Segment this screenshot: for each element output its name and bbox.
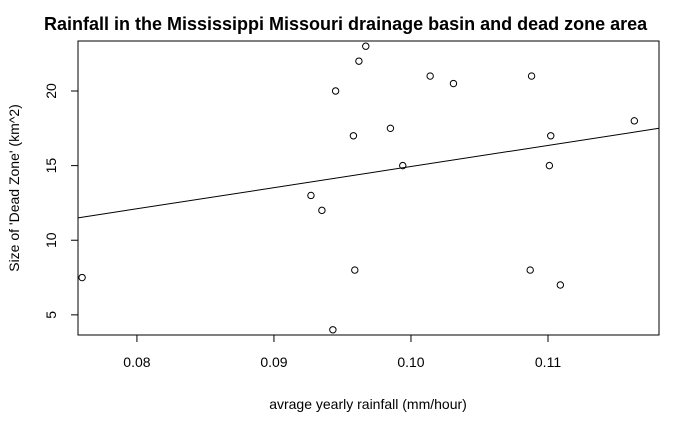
data-point xyxy=(556,281,565,289)
data-point xyxy=(547,132,555,140)
x-tick-label: 0.08 xyxy=(123,354,150,370)
data-point xyxy=(349,132,358,140)
data-point xyxy=(386,124,395,133)
x-axis: 0.08 0.09 0.10 0.11 xyxy=(123,335,561,370)
data-point xyxy=(527,72,536,80)
data-point xyxy=(545,161,554,170)
data-point xyxy=(329,326,337,334)
plot-frame xyxy=(77,40,660,336)
x-tick-label: 0.10 xyxy=(397,354,424,370)
data-point xyxy=(630,117,639,125)
data-points xyxy=(78,42,639,334)
data-point xyxy=(78,273,86,282)
data-point xyxy=(318,206,326,215)
y-axis-label: Size of 'Dead Zone' (km^2) xyxy=(6,104,22,272)
x-axis-label: avrage yearly rainfall (mm/hour) xyxy=(269,396,467,412)
y-tick-label: 15 xyxy=(43,158,59,174)
chart-title: Rainfall in the Mississippi Missouri dra… xyxy=(44,14,648,34)
y-tick-label: 10 xyxy=(43,232,59,248)
data-point xyxy=(426,72,434,80)
x-tick-label: 0.09 xyxy=(260,354,287,370)
data-point xyxy=(526,266,534,274)
data-point xyxy=(331,87,340,95)
x-tick-label: 0.11 xyxy=(535,354,561,370)
y-tick-label: 5 xyxy=(43,311,59,319)
y-tick-label: 20 xyxy=(43,83,59,99)
data-point xyxy=(355,57,363,65)
data-point xyxy=(449,79,458,88)
data-point xyxy=(307,191,315,200)
data-point xyxy=(351,266,359,274)
y-axis: 5 10 15 20 xyxy=(43,83,78,319)
regression-line xyxy=(77,127,660,219)
data-point xyxy=(362,42,370,50)
data-point xyxy=(399,161,407,170)
